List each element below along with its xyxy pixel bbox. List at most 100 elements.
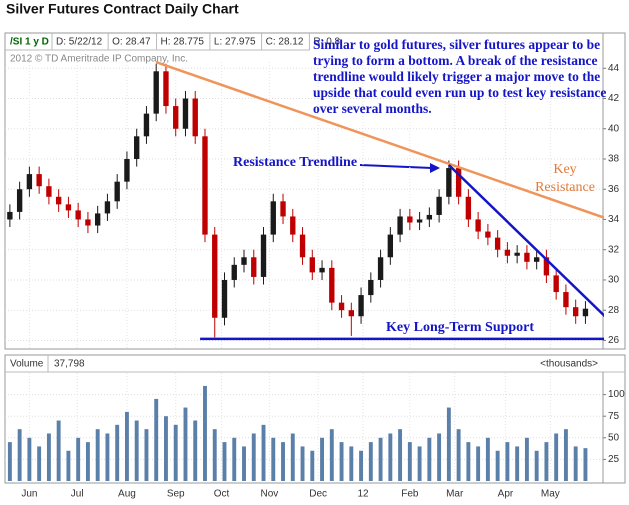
candle-body — [7, 211, 13, 220]
candle-body — [573, 307, 579, 317]
candle-body — [46, 186, 52, 197]
trendline — [155, 61, 604, 219]
volume-bar — [7, 442, 12, 481]
y-tick-label: 25 — [608, 454, 620, 465]
volume-bar — [37, 446, 42, 481]
volume-bar — [476, 446, 481, 481]
volume-bar — [124, 411, 129, 481]
x-tick-label: Jun — [21, 489, 37, 500]
candle-body — [494, 237, 501, 250]
candle-body — [524, 252, 530, 262]
copyright: 2012 © TD Ameritrade IP Company, Inc. — [10, 54, 188, 65]
header-field: C: 28.12 — [266, 37, 304, 48]
x-tick-label: Oct — [214, 489, 230, 500]
candle-body — [75, 210, 81, 220]
volume-bar — [359, 450, 364, 481]
volume-bar — [105, 433, 110, 481]
header-field: O: 28.47 — [112, 37, 151, 48]
x-tick-label: Nov — [260, 489, 278, 500]
x-tick-label: 12 — [357, 489, 369, 500]
volume-bar — [76, 437, 81, 481]
note-line: upside that could even run up to test ke… — [313, 85, 606, 100]
candle-body — [387, 234, 394, 258]
volume-bar — [485, 437, 490, 481]
note-line: trying to form a bottom. A break of the … — [313, 53, 597, 68]
volume-bar — [27, 437, 32, 481]
candle-body — [319, 267, 325, 273]
candle-body — [153, 71, 159, 114]
volume-bar — [85, 442, 90, 481]
volume-bar — [17, 429, 22, 481]
volume-bar — [271, 437, 276, 481]
candle-body — [192, 98, 198, 137]
candle-body — [358, 295, 364, 317]
candle-body — [231, 264, 237, 280]
candle-body — [36, 174, 42, 187]
volume-bar — [407, 442, 412, 481]
candle-body — [582, 308, 589, 317]
x-tick-label: Aug — [118, 489, 136, 500]
price-panel — [4, 32, 626, 350]
candle-body — [397, 216, 403, 235]
volume-bar — [164, 416, 168, 481]
candle-body — [455, 168, 462, 197]
candle-body — [182, 98, 189, 129]
volume-bar — [66, 450, 71, 481]
candle-body — [309, 257, 315, 273]
x-tick-label: Sep — [167, 489, 185, 500]
note-line: trendline would likely trigger a major m… — [313, 69, 600, 84]
candle-body — [104, 201, 111, 214]
candle-body — [85, 219, 91, 226]
y-tick-label: 32 — [608, 244, 620, 255]
candle-body — [475, 219, 481, 232]
chart-title: Silver Futures Contract Daily Chart — [6, 1, 239, 17]
annotation: Key Long-Term Support — [386, 320, 534, 335]
candle-body — [436, 196, 442, 215]
candle-body — [65, 204, 72, 211]
trendline — [447, 164, 604, 318]
candle-body — [329, 267, 335, 303]
candle-body — [426, 214, 433, 220]
candle-body — [377, 257, 384, 280]
volume-bar — [398, 429, 403, 481]
volume-bar — [437, 433, 442, 481]
volume-bar — [115, 424, 120, 481]
volume-bar — [534, 450, 539, 481]
candle-body — [299, 234, 306, 258]
candle-body — [533, 257, 540, 262]
annotation-arrow — [359, 163, 440, 173]
annotation: Key Resistance — [535, 162, 595, 195]
volume-bar — [505, 442, 510, 481]
candle-body — [416, 219, 423, 223]
header-field: L: 27.975 — [214, 37, 256, 48]
candle-body — [251, 257, 257, 277]
candle-body — [280, 201, 286, 217]
candle-body — [407, 216, 413, 223]
candle-body — [485, 231, 491, 238]
candle-body — [221, 279, 228, 318]
volume-bar — [320, 437, 324, 481]
volume-bar — [554, 433, 559, 481]
volume-bar — [300, 446, 305, 481]
candle-body — [26, 174, 33, 190]
y-tick-label: 50 — [608, 432, 620, 443]
y-tick-label: 42 — [608, 93, 620, 104]
candle-body — [543, 257, 550, 276]
candle-body — [338, 302, 345, 311]
candle-body — [348, 310, 354, 317]
candle-body — [16, 189, 23, 212]
volume-bar — [563, 429, 568, 481]
y-tick-label: 36 — [608, 184, 620, 195]
volume-bar — [456, 429, 461, 481]
volume-bar — [446, 407, 451, 481]
candle-body — [134, 136, 140, 159]
note-line: Similar to gold futures, silver futures … — [313, 37, 600, 52]
y-tick-label: 26 — [608, 335, 620, 346]
volume-bar — [212, 429, 217, 481]
candle-body — [163, 71, 169, 107]
volume-bar — [193, 420, 198, 481]
volume-bar — [310, 450, 315, 481]
volume-bar — [349, 446, 354, 481]
symbol: /SI 1 y D — [10, 37, 49, 48]
